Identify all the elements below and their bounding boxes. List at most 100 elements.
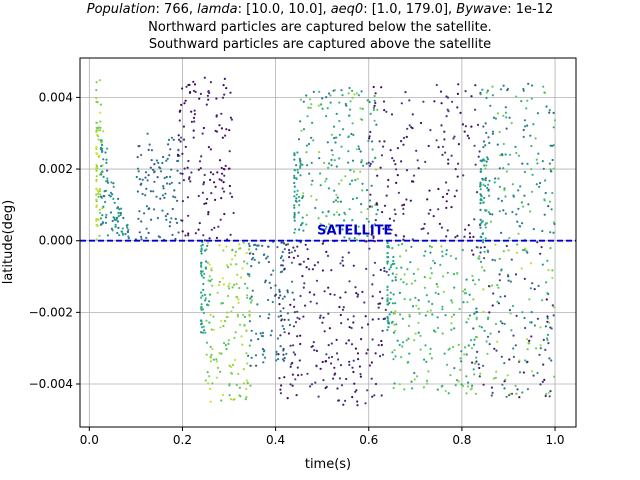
data-point [355,292,358,295]
satellite-label: SATELLITE [317,224,392,239]
data-point [112,216,115,219]
data-point [192,129,195,132]
data-point [496,340,499,343]
data-point [304,243,307,246]
data-point [365,189,369,192]
data-point [383,140,386,143]
data-point [406,361,409,364]
data-point [168,225,171,228]
data-point [121,233,125,236]
data-point [536,162,539,165]
data-point [328,92,331,95]
data-point [402,235,405,238]
data-point [144,176,147,179]
data-point [446,96,450,99]
data-point [498,167,501,170]
data-point [117,197,120,200]
data-point [463,288,467,291]
data-point [472,368,475,371]
data-point [248,344,251,347]
data-point [395,323,398,326]
data-point [476,123,480,126]
data-point [470,125,473,128]
data-point [202,276,205,279]
data-point [321,242,324,245]
data-point [521,162,524,165]
data-point [321,269,324,272]
data-point [341,228,344,231]
data-point [193,83,197,86]
data-point [282,347,285,351]
data-point [445,181,448,184]
data-point [545,393,548,396]
data-point [97,126,100,129]
data-point [388,313,391,316]
data-point [371,318,374,321]
data-point [127,235,130,238]
data-point [422,100,425,103]
data-point [250,258,253,261]
data-point [261,244,264,247]
data-point [472,298,475,301]
data-point [437,187,440,191]
data-point [348,326,351,329]
data-point [298,359,301,362]
data-point [479,198,483,201]
data-point [467,224,470,227]
data-point [288,323,291,327]
data-point [277,315,280,318]
data-point [440,102,443,105]
data-point [309,106,312,109]
data-point [315,365,318,368]
data-point [510,392,514,395]
data-point [105,161,108,164]
data-point [392,386,395,390]
data-point [383,204,387,207]
data-point [200,252,203,255]
data-point [347,92,350,95]
data-point [523,277,526,280]
data-point [487,183,490,186]
data-point [99,120,102,123]
data-point [200,307,203,310]
data-point [295,193,298,196]
data-point [219,370,222,373]
data-point [267,260,270,264]
data-point [365,240,368,243]
data-point [341,94,344,97]
data-point [552,167,555,170]
data-point [172,195,175,198]
data-point [207,146,210,149]
data-point [482,201,485,204]
data-point [532,123,535,126]
data-point [109,211,113,214]
data-point [548,357,551,360]
data-point [336,387,339,390]
x-axis-label: time(s) [305,457,351,472]
data-point [335,211,338,214]
data-point [347,135,350,138]
data-point [242,368,245,371]
data-point [95,187,98,190]
data-point [250,339,253,342]
data-point [487,211,490,214]
data-point [320,103,323,106]
data-point [427,370,430,373]
data-point [374,92,377,95]
data-point [498,273,501,276]
data-point [227,339,230,342]
data-point [491,94,494,97]
data-point [269,334,272,337]
data-point [180,136,183,139]
data-point [451,301,454,304]
data-point [479,218,482,221]
data-point [140,182,143,185]
data-point [355,148,358,151]
data-point [516,388,519,391]
data-point [190,171,193,174]
data-point [101,170,104,173]
data-point [546,292,549,295]
data-point [465,392,468,395]
data-point [374,203,377,206]
data-point [400,266,403,269]
